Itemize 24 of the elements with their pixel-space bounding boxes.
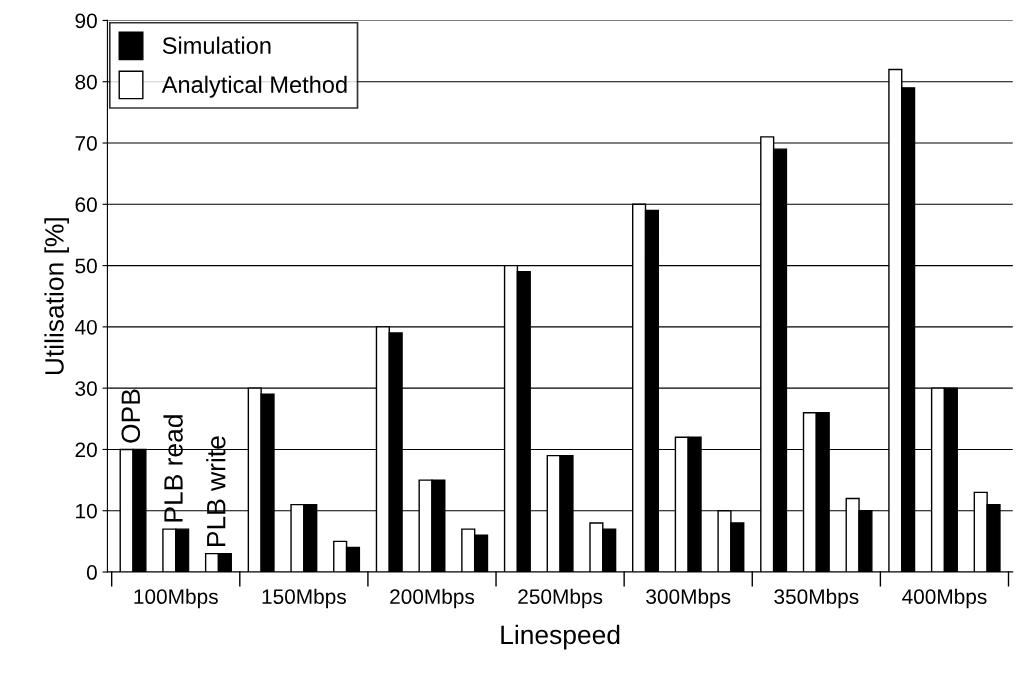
annotation: PLB read: [163, 415, 183, 522]
y-tick-label: 30: [75, 381, 97, 396]
x-axis-title: Linespeed: [501, 624, 620, 650]
annotation: OPB: [121, 389, 141, 443]
legend-label: Analytical Method: [161, 75, 347, 98]
y-tick-label: 90: [75, 13, 97, 29]
y-tick-label: 70: [75, 136, 97, 151]
y-tick-label: 80: [75, 74, 97, 90]
y-tick-label: 20: [75, 442, 97, 458]
x-tick-label: 400Mbps: [902, 588, 987, 609]
x-tick-label: 300Mbps: [646, 588, 731, 609]
x-tick-label: 350Mbps: [774, 588, 859, 609]
x-tick-label: 150Mbps: [262, 588, 346, 609]
y-tick-label: 40: [75, 319, 97, 335]
y-tick-label: 0: [86, 565, 97, 580]
y-axis-title: Utilisation [%]: [44, 218, 69, 375]
legend-label: Simulation: [162, 36, 271, 54]
y-tick-label: 50: [75, 258, 97, 274]
y-tick-label: 10: [76, 503, 97, 519]
y-tick-label: 60: [75, 197, 97, 213]
x-tick-label: 250Mbps: [518, 588, 603, 609]
x-tick-label: 200Mbps: [390, 588, 475, 609]
x-tick-label: 100Mbps: [134, 588, 218, 609]
annotation: PLB write: [206, 436, 226, 546]
